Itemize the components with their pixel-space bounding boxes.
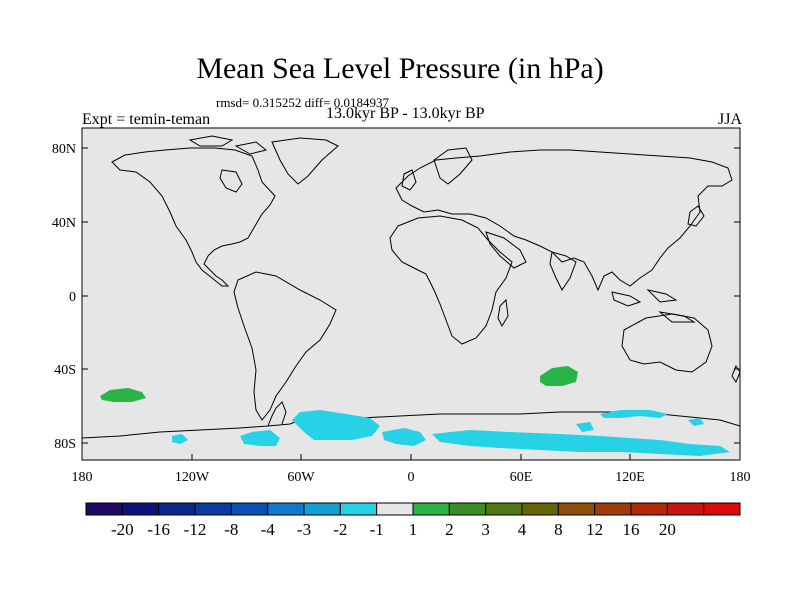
colorbar-label: 12 bbox=[586, 520, 603, 539]
lon-tick-label: 0 bbox=[408, 470, 415, 485]
colorbar bbox=[85, 502, 741, 516]
lon-tick-label: 120E bbox=[615, 470, 645, 485]
coast-british-isles bbox=[401, 169, 417, 191]
colorbar-swatch bbox=[485, 502, 523, 516]
colorbar-swatch bbox=[339, 502, 378, 516]
coast-japan bbox=[687, 205, 705, 227]
lon-tick-label: 60E bbox=[510, 470, 533, 485]
colorbar-swatch bbox=[557, 502, 596, 516]
colorbar-swatch bbox=[85, 502, 123, 516]
coast-madagascar bbox=[497, 298, 509, 328]
map-background bbox=[82, 128, 740, 460]
colorbar-label: -12 bbox=[184, 520, 207, 539]
positive-anomaly-patch bbox=[540, 366, 578, 386]
colorbar-swatch bbox=[230, 502, 269, 516]
coast-north-america bbox=[111, 147, 276, 287]
colorbar-swatch bbox=[303, 502, 341, 516]
coast-arabia bbox=[485, 231, 527, 269]
map-title: Mean Sea Level Pressure (in hPa) bbox=[196, 52, 604, 85]
colorbar-label: -2 bbox=[333, 520, 347, 539]
period-label: 13.0kyr BP - 13.0kyr BP bbox=[326, 105, 485, 122]
season-label: JJA bbox=[717, 111, 742, 128]
colorbar-label: -20 bbox=[111, 520, 134, 539]
coast-scandinavia bbox=[433, 147, 473, 185]
colorbar-label: -3 bbox=[297, 520, 311, 539]
lon-tick-marks bbox=[81, 454, 741, 460]
colorbar-label: -1 bbox=[370, 520, 384, 539]
colorbar-swatch bbox=[267, 502, 305, 516]
lat-tick-label: 0 bbox=[69, 290, 76, 305]
colorbar-swatch bbox=[121, 502, 160, 516]
colorbar-swatch bbox=[666, 502, 705, 516]
negative-anomaly-patch bbox=[292, 410, 380, 440]
negative-anomaly-patch bbox=[432, 430, 730, 456]
lon-tick-label: 60W bbox=[287, 470, 315, 485]
positive-anomaly-patch bbox=[100, 388, 146, 402]
colorbar-label: 16 bbox=[623, 520, 640, 539]
anomaly-patches bbox=[100, 366, 730, 456]
negative-anomaly-patch bbox=[576, 422, 594, 432]
coast-eurasia bbox=[395, 149, 733, 292]
lon-tick-labels: 180 120W 60W 0 60E 120E 180 bbox=[72, 470, 751, 485]
colorbar-swatch bbox=[376, 502, 414, 516]
colorbar-labels: -20 -16 -12 -8 -4 -3 -2 -1 1 2 3 4 8 12 16 20 bbox=[111, 520, 676, 539]
colorbar-swatch bbox=[158, 502, 196, 516]
colorbar-label: -4 bbox=[261, 520, 276, 539]
colorbar-label: -16 bbox=[147, 520, 170, 539]
colorbar-label: 2 bbox=[445, 520, 454, 539]
colorbar-swatch bbox=[594, 502, 632, 516]
lat-tick-marks bbox=[82, 147, 740, 444]
coast-new-zealand bbox=[731, 364, 741, 384]
experiment-label: Expt = temin-teman bbox=[82, 111, 211, 128]
negative-anomaly-patch bbox=[382, 428, 426, 446]
negative-anomaly-patch bbox=[172, 434, 188, 444]
colorbar-swatch bbox=[521, 502, 559, 516]
lon-tick-label: 180 bbox=[72, 470, 93, 485]
coast-africa bbox=[389, 215, 513, 345]
colorbar-swatch bbox=[194, 502, 232, 516]
negative-anomaly-patch bbox=[600, 410, 668, 418]
coast-australia bbox=[621, 313, 713, 373]
colorbar-swatch bbox=[630, 502, 668, 516]
coast-hudson-bay bbox=[219, 169, 243, 193]
coast-greenland bbox=[271, 137, 339, 185]
lon-tick-label: 180 bbox=[730, 470, 751, 485]
colorbar-label: 20 bbox=[659, 520, 676, 539]
lat-tick-labels: 80N 40N 0 40S 80S bbox=[52, 142, 76, 452]
coast-antarctic-peninsula bbox=[267, 401, 287, 427]
lat-tick-label: 80S bbox=[54, 437, 76, 452]
colorbar-swatch bbox=[448, 502, 487, 516]
colorbar-label: 1 bbox=[409, 520, 418, 539]
colorbar-swatch bbox=[703, 502, 741, 516]
coast-arctic-islands bbox=[188, 135, 268, 155]
lat-tick-label: 40N bbox=[52, 216, 76, 231]
lon-tick-label: 120W bbox=[175, 470, 210, 485]
colorbar-label: 4 bbox=[518, 520, 527, 539]
negative-anomaly-patch bbox=[688, 418, 704, 426]
colorbar-label: -8 bbox=[224, 520, 238, 539]
lat-tick-label: 40S bbox=[54, 363, 76, 378]
colorbar-swatch bbox=[412, 502, 450, 516]
lat-tick-label: 80N bbox=[52, 142, 76, 157]
coast-india bbox=[549, 251, 577, 291]
negative-anomaly-patch bbox=[240, 430, 280, 446]
colorbar-label: 8 bbox=[554, 520, 563, 539]
colorbar-label: 3 bbox=[481, 520, 490, 539]
coast-south-america bbox=[233, 271, 337, 421]
stats-line: rmsd= 0.315252 diff= 0.0184937 bbox=[216, 95, 389, 110]
